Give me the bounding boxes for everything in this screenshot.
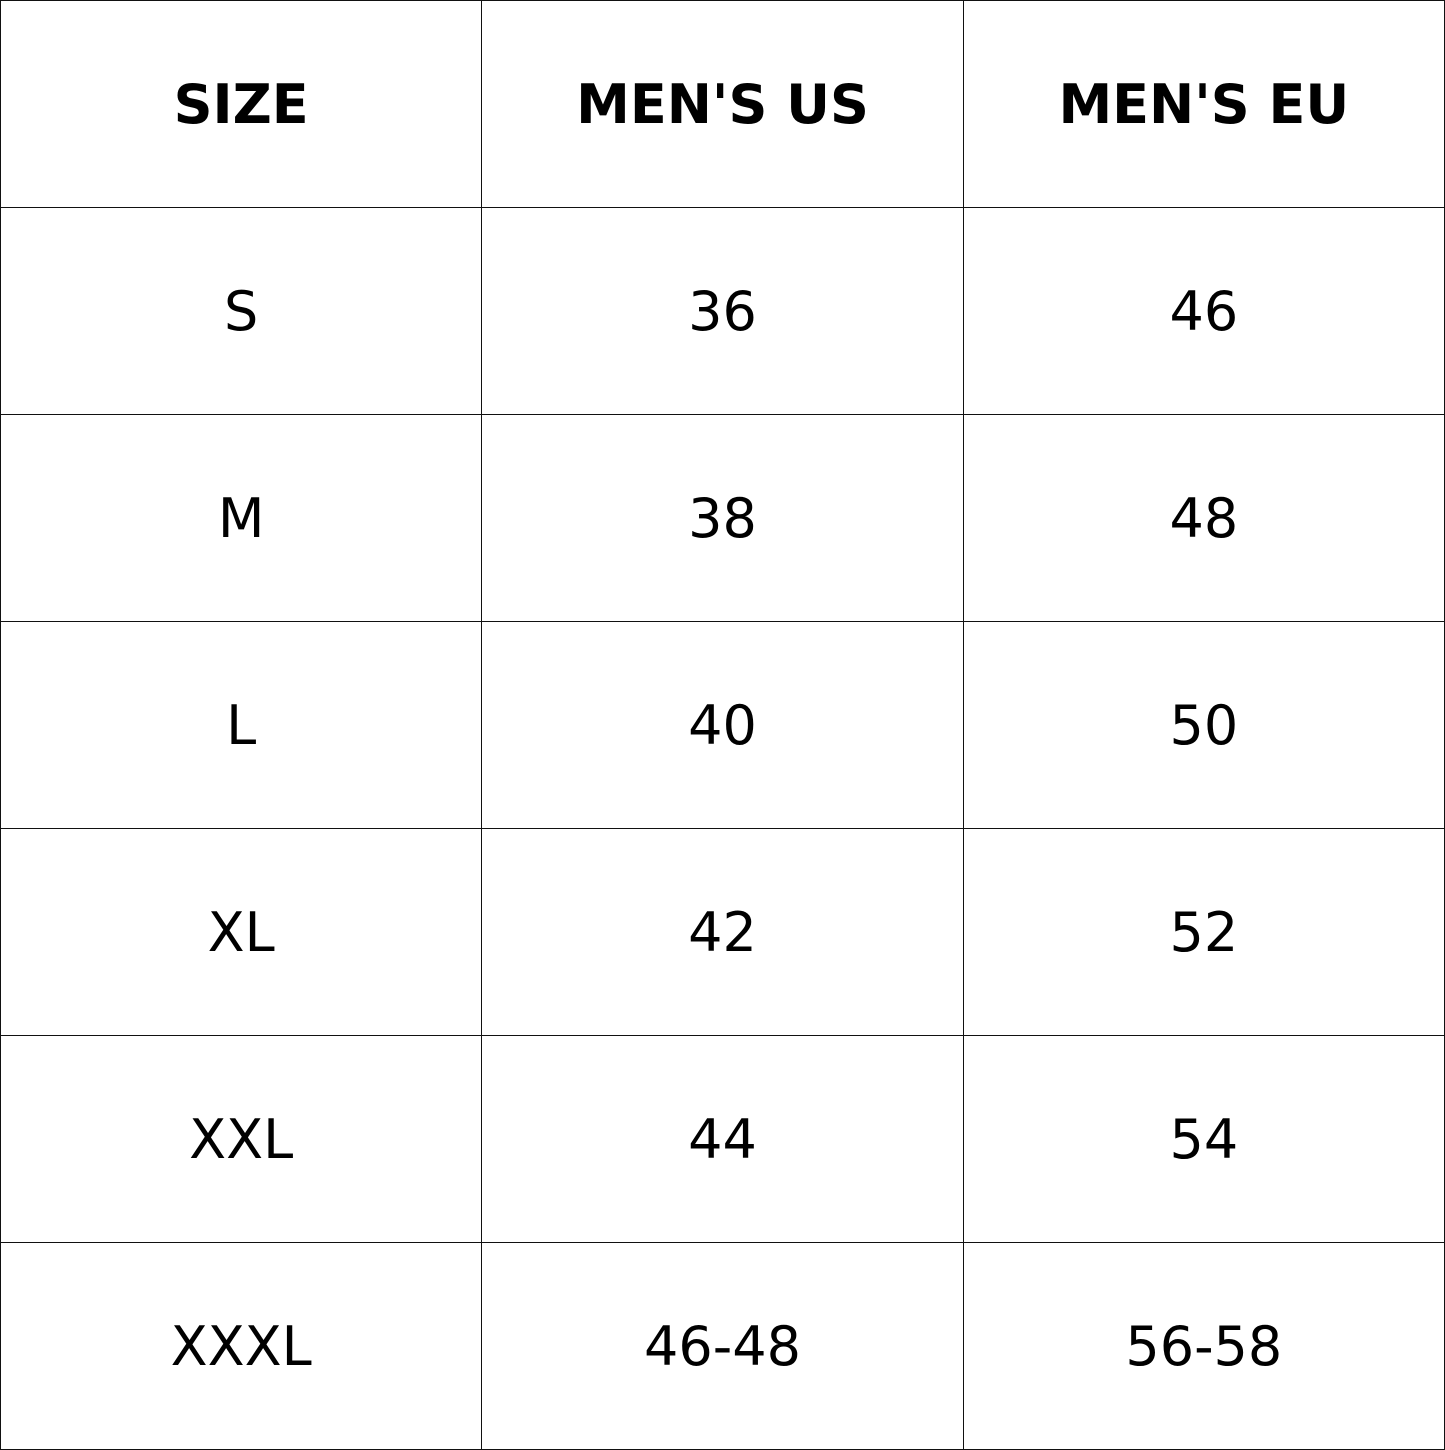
table-cell: S: [0, 207, 483, 415]
table-cell: 42: [481, 828, 964, 1036]
table-row: XXXL 46-48 56-58: [0, 1242, 1445, 1450]
header-cell: SIZE: [0, 0, 483, 208]
table-row: XXL 44 54: [0, 1035, 1445, 1243]
header-row: SIZE MEN'S US MEN'S EU: [0, 0, 1445, 208]
table-cell: 46: [962, 207, 1445, 415]
table-cell: 52: [962, 828, 1445, 1036]
table-row: XL 42 52: [0, 828, 1445, 1036]
table-cell: L: [0, 621, 483, 829]
table-row: M 38 48: [0, 414, 1445, 622]
table-cell: 48: [962, 414, 1445, 622]
table-cell: XXL: [0, 1035, 483, 1243]
table-cell: XXXL: [0, 1242, 483, 1450]
header-cell: MEN'S US: [481, 0, 964, 208]
table-row: S 36 46: [0, 207, 1445, 415]
table-header: SIZE MEN'S US MEN'S EU: [0, 0, 1445, 208]
table-cell: 56-58: [962, 1242, 1445, 1450]
table-cell: 38: [481, 414, 964, 622]
table-body: S 36 46 M 38 48 L 40 50 XL 42 52 XXL 44 54 XXXL 46-48 56-…: [0, 207, 1445, 1450]
table-cell: 54: [962, 1035, 1445, 1243]
table-cell: 50: [962, 621, 1445, 829]
table-cell: 36: [481, 207, 964, 415]
table-cell: 44: [481, 1035, 964, 1243]
table-cell: 46-48: [481, 1242, 964, 1450]
table-cell: M: [0, 414, 483, 622]
table-cell: XL: [0, 828, 483, 1036]
table-cell: 40: [481, 621, 964, 829]
header-cell: MEN'S EU: [962, 0, 1445, 208]
table-row: L 40 50: [0, 621, 1445, 829]
